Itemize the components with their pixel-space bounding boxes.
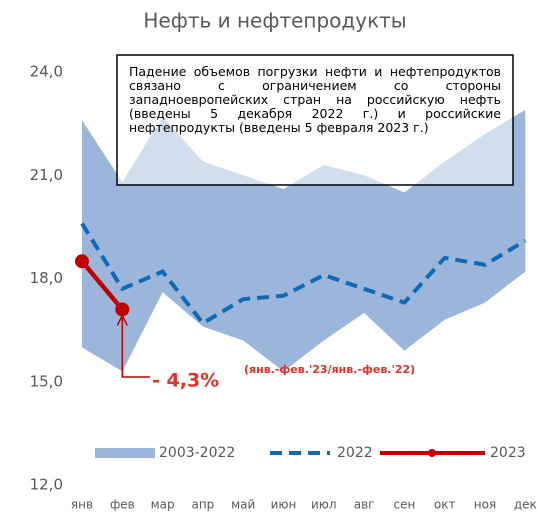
point	[115, 302, 130, 317]
y-tick-label: 18,0	[30, 269, 63, 287]
x-tick-label: янв	[71, 498, 93, 512]
line	[80, 259, 125, 311]
legend-label: 2003-2022	[159, 445, 235, 461]
x-tick-label: апр	[191, 498, 214, 512]
y-tick-label: 15,0	[30, 372, 63, 390]
callout-arrowhead	[116, 313, 128, 326]
change-label: - 4,3%	[152, 370, 219, 392]
x-tick-label: ноя	[474, 498, 496, 512]
legend-marker	[428, 449, 436, 457]
y-tick-label: 12,0	[30, 476, 63, 494]
x-tick-label: июн	[271, 498, 297, 512]
legend-swatch	[95, 448, 155, 458]
x-tick-label: май	[231, 498, 255, 512]
y-tick-label: 24,0	[30, 63, 63, 81]
annotation: Падение объемов погрузки нефти и нефтепр…	[129, 64, 501, 135]
callout-arrow	[121, 317, 150, 378]
line	[80, 222, 527, 326]
x-tick-label: мар	[151, 498, 175, 512]
annotation-text: Падение объемов погрузки нефти и нефтепр…	[129, 64, 501, 135]
y-tick-label: 21,0	[30, 166, 63, 184]
x-tick-label: окт	[434, 498, 456, 512]
x-tick-label: июл	[311, 498, 337, 512]
legend-label: 2022	[337, 445, 373, 461]
x-tick-label: сен	[393, 498, 415, 512]
legend-label: 2023	[490, 445, 526, 461]
change-note: (янв.-фев.'23/янв.-фев.'22)	[244, 363, 415, 376]
annotation-box	[116, 54, 514, 186]
x-tick-label: фев	[110, 498, 135, 512]
x-tick-label: авг	[354, 498, 375, 512]
x-tick-label: дек	[514, 498, 537, 512]
chart-title: Нефть и нефтепродукты	[143, 9, 406, 33]
point	[75, 254, 89, 269]
